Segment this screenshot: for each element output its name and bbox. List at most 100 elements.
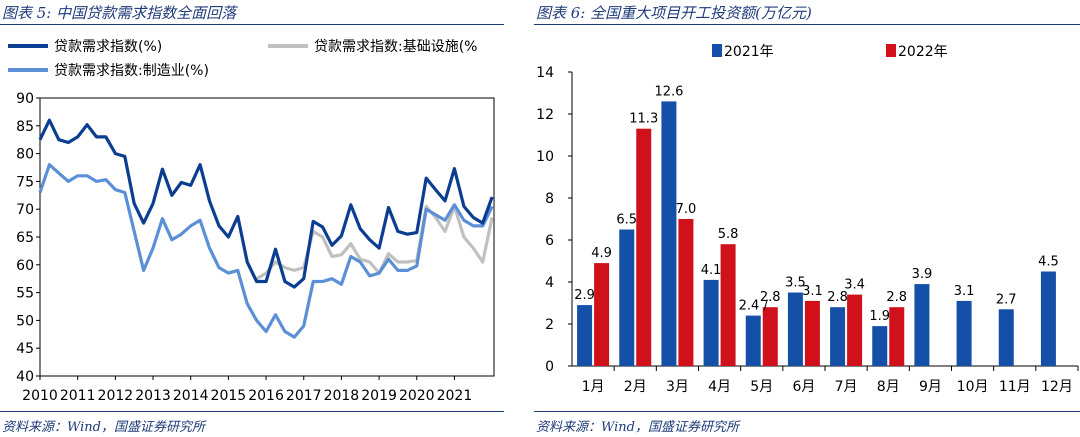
bar-x-tick-label: 3月: [666, 379, 689, 395]
y-tick-label: 70: [16, 202, 34, 218]
right-source-rule: [534, 411, 1080, 412]
x-tick-label: 2013: [135, 388, 171, 404]
bar-y-tick-label: 0: [545, 359, 554, 375]
bar-chart-bars: [577, 101, 1056, 367]
bar-value-label: 2.8: [827, 290, 848, 305]
bar-x-tick-label: 12月: [1041, 379, 1073, 395]
bar-x-tick-label: 4月: [708, 379, 731, 395]
right-source-note: 资料来源：Wind，国盛证券研究所: [536, 420, 739, 435]
x-tick-label: 2019: [361, 388, 397, 404]
bar-2022: [678, 219, 694, 366]
bar-2022: [636, 128, 652, 366]
bar-2021: [956, 300, 972, 366]
bar-value-label: 11.3: [629, 112, 658, 127]
legend-2021-swatch: [712, 44, 722, 57]
bar-value-label: 2.4 /: [739, 299, 769, 314]
bar-2022: [889, 307, 905, 366]
bar-value-label: 2.8: [760, 290, 781, 305]
bar-x-tick-label: 5月: [750, 379, 773, 395]
infrastructure-loan-demand-line: [255, 204, 494, 281]
y-tick-label: 55: [16, 286, 34, 302]
bar-value-label: 3.1: [802, 284, 823, 299]
legend-infrastructure-label: 贷款需求指数:基础设施(%: [314, 38, 477, 55]
bar-2021: [872, 326, 888, 366]
bar-value-label: 12.6: [654, 84, 683, 99]
right-chart-title: 图表 6: 全国重大项目开工投资额(万亿元): [536, 4, 812, 22]
bar-y-tick-label: 6: [545, 233, 554, 249]
y-tick-label: 80: [16, 147, 34, 163]
bar-2022: [594, 263, 610, 366]
left-source-note: 资料来源：Wind，国盛证券研究所: [2, 420, 205, 435]
bar-2021: [703, 279, 719, 366]
bar-x-tick-label: 1月: [582, 379, 605, 395]
bar-chart-axes: 0 2 4 6 8 10 12 14 1月 2月 3月 4月 5月 6月 7月 8月 9月 10月 11月 12月: [536, 65, 1079, 395]
y-tick-label: 60: [16, 258, 34, 274]
left-source-rule: [0, 411, 504, 412]
bar-x-tick-label: 2月: [624, 379, 647, 395]
y-tick-label: 65: [16, 230, 34, 246]
right-title-rule: [534, 24, 1080, 25]
line-chart-legend: 贷款需求指数(%) 贷款需求指数:基础设施(% 贷款需求指数:制造业(%): [8, 38, 477, 79]
x-tick-label: 2020: [399, 388, 435, 404]
bar-value-label: 2.9: [574, 288, 595, 303]
x-tick-label: 2017: [286, 388, 322, 404]
bar-chart-legend: 2021年 2022年: [712, 44, 948, 60]
legend-total-label: 贷款需求指数(%): [54, 39, 162, 55]
x-tick-label: 2015: [211, 388, 247, 404]
x-tick-label: 2018: [324, 388, 360, 404]
y-tick-label: 50: [16, 313, 34, 329]
bar-value-label: 2.8: [886, 290, 907, 305]
left-title-rule: [0, 24, 504, 25]
x-tick-label: 2011: [60, 388, 96, 404]
total-loan-demand-line: [38, 118, 494, 289]
bar-2021: [619, 229, 635, 366]
bar-x-tick-label: 6月: [792, 379, 815, 395]
y-tick-label: 90: [16, 91, 34, 107]
y-tick-label: 40: [16, 369, 34, 385]
bar-x-tick-label: 8月: [877, 379, 900, 395]
bar-value-label: 3.4: [844, 278, 865, 293]
bar-y-tick-label: 12: [536, 107, 554, 123]
bar-value-label: 5.8: [718, 227, 739, 242]
bar-2022: [804, 300, 820, 366]
legend-2022-swatch: [886, 44, 896, 57]
bar-value-label: 4.1: [701, 263, 722, 278]
bar-y-tick-label: 14: [536, 65, 554, 81]
bar-value-label: 7.0: [676, 202, 697, 217]
bar-2021: [914, 284, 930, 366]
bar-2021: [998, 309, 1014, 366]
x-tick-label: 2016: [248, 388, 284, 404]
bar-value-label: 3.9: [912, 267, 933, 282]
left-chart-title: 图表 5: 中国贷款需求指数全面回落: [2, 4, 237, 22]
bar-x-tick-label: 10月: [957, 379, 989, 395]
bar-2021: [745, 315, 761, 366]
y-tick-label: 45: [16, 341, 34, 357]
line-chart-series: [38, 118, 494, 339]
bar-2021: [1040, 271, 1056, 366]
bar-2022: [847, 294, 863, 366]
bar-2021: [787, 292, 803, 366]
bar-chart-data-labels: 2.9 6.5 12.6 4.1 2.4 / 3.5 2.8 1.9 3.9 3.1 2.7 4.5 4…: [574, 84, 1059, 324]
bar-value-label: 4.5: [1038, 255, 1059, 270]
y-tick-label: 75: [16, 174, 34, 190]
x-tick-label: 2012: [98, 388, 134, 404]
x-tick-label: 2014: [173, 388, 209, 404]
bar-x-tick-label: 9月: [919, 379, 942, 395]
bar-y-tick-label: 2: [545, 317, 554, 333]
bar-value-label: 3.1: [954, 284, 975, 299]
bar-y-tick-label: 10: [536, 149, 554, 165]
bar-2021: [830, 307, 846, 366]
bar-value-label: 1.9: [869, 309, 890, 324]
manufacturing-loan-demand-line: [38, 163, 494, 339]
bar-y-tick-label: 8: [545, 191, 554, 207]
legend-2022-label: 2022年: [898, 44, 948, 60]
bar-y-tick-label: 4: [545, 275, 554, 291]
bar-2021: [577, 305, 593, 366]
x-tick-label: 2021: [437, 388, 473, 404]
bar-value-label: 4.9: [591, 246, 612, 261]
y-tick-label: 85: [16, 119, 34, 135]
bar-value-label: 6.5: [616, 213, 637, 228]
bar-2022: [720, 244, 736, 366]
